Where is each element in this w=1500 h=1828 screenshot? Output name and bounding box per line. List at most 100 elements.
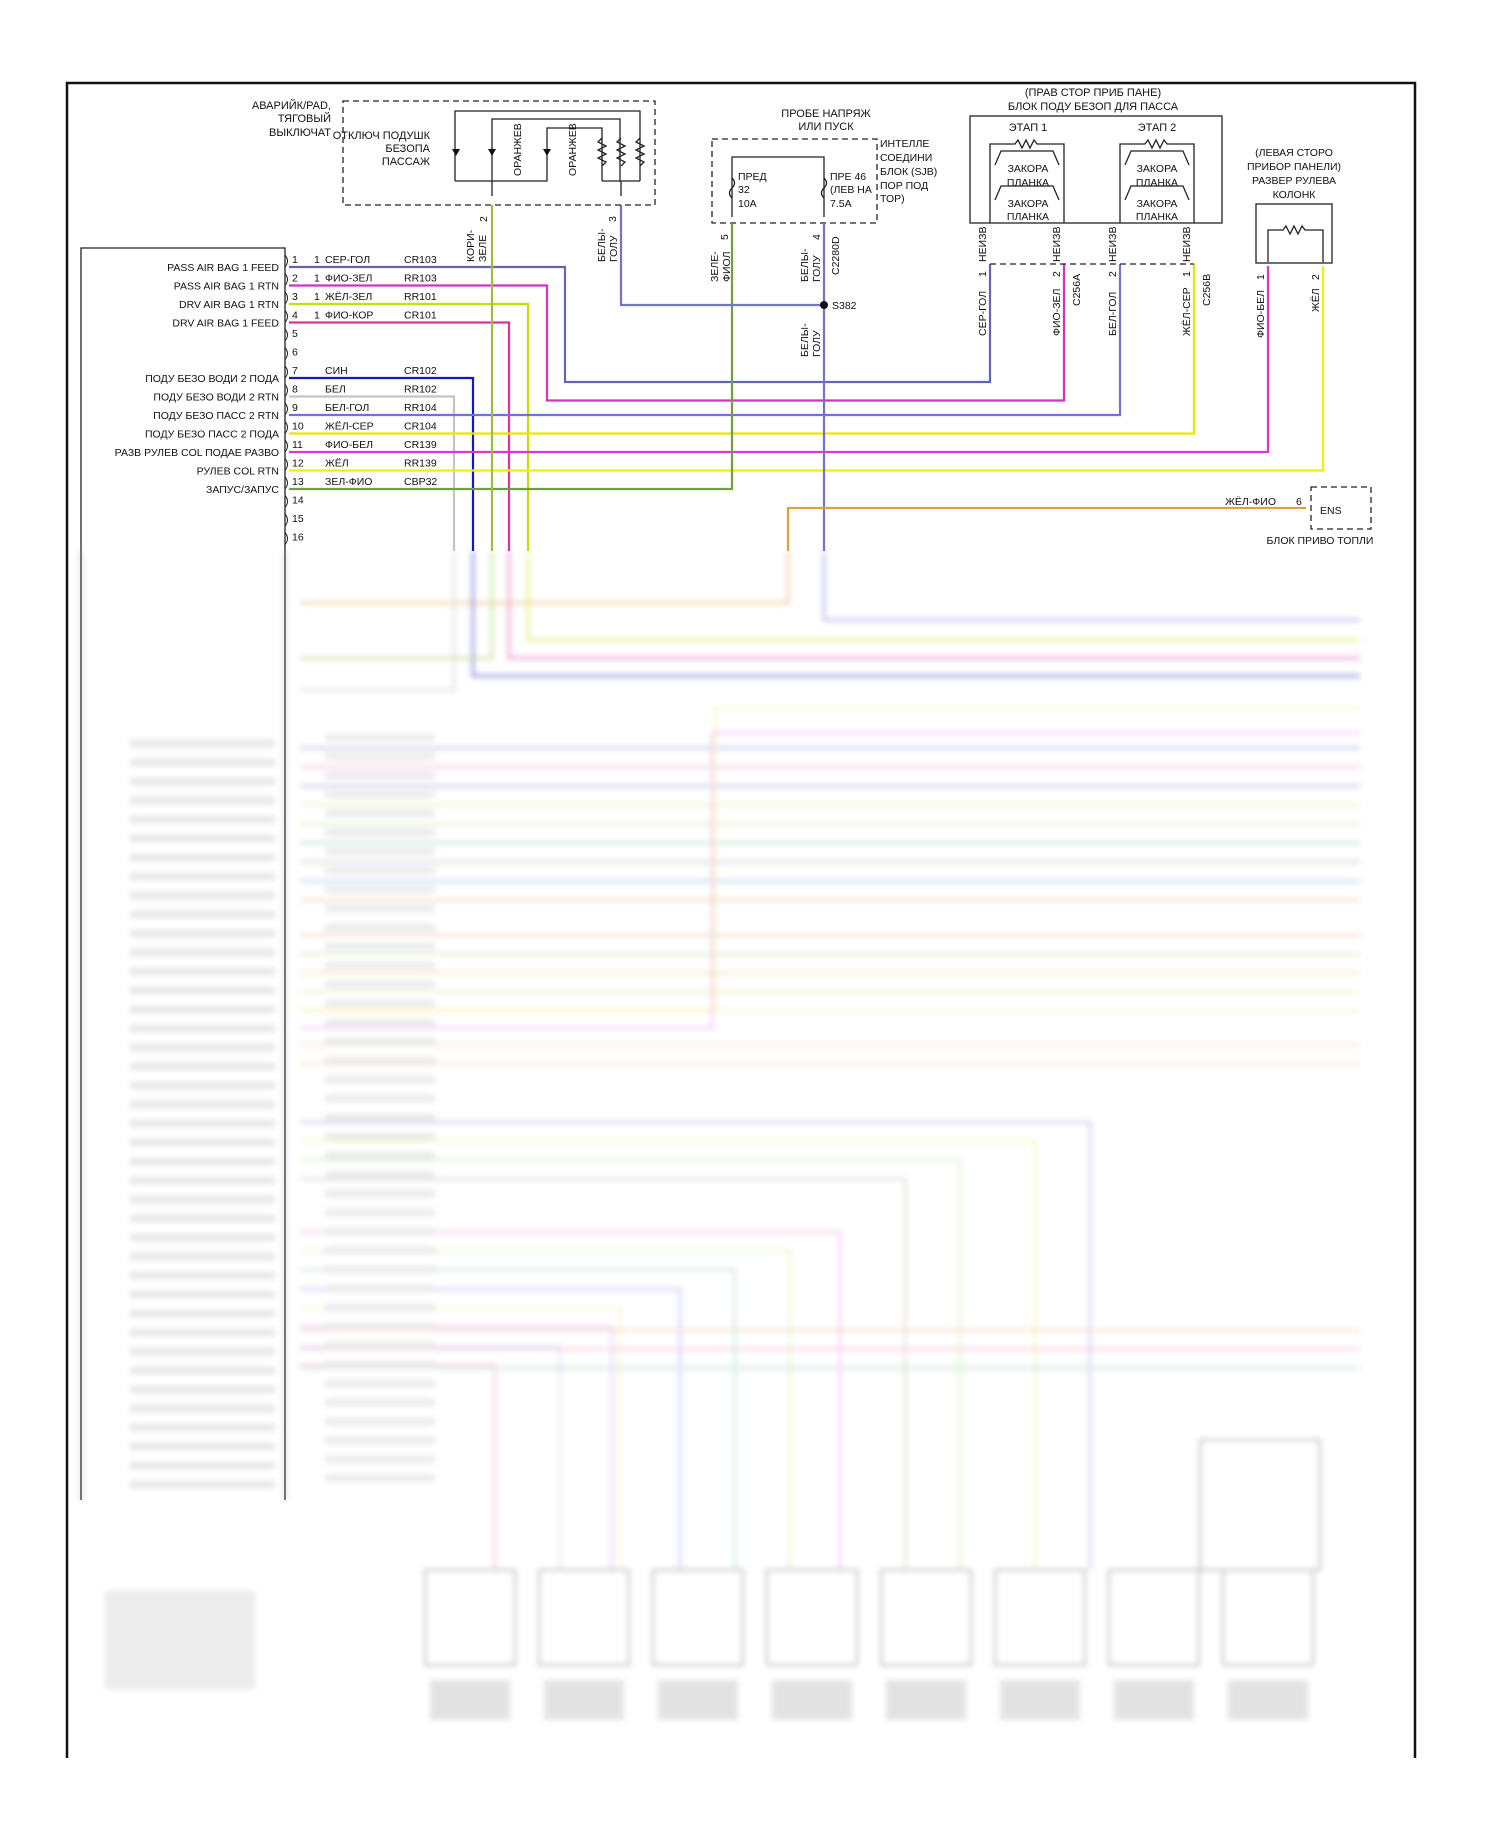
- pin-label: PASS AIR BAG 1 FEED: [167, 262, 279, 274]
- circuit-label-blur: [325, 1418, 435, 1425]
- pin-number: 5: [292, 328, 298, 340]
- switch-title: АВАРИЙК/PAD,: [252, 99, 331, 112]
- pin-label-blur: [130, 1310, 275, 1317]
- pin-number: 15: [292, 513, 304, 525]
- pin-label-blur: [130, 1025, 275, 1032]
- pin-terminal-icon: [284, 476, 288, 490]
- ens-housing: [1310, 486, 1372, 530]
- pin-label-blur: [130, 1481, 275, 1488]
- pin-terminal-icon: [284, 513, 288, 527]
- pin-label-blur: [130, 1462, 275, 1469]
- module-housing: [969, 115, 1223, 224]
- pin-label-blur: [130, 1082, 275, 1089]
- circuit-label-blur: [325, 1228, 435, 1235]
- wire: [300, 551, 456, 692]
- wire: [507, 551, 1360, 660]
- pin-label-blur: [130, 1234, 275, 1241]
- switch-housing: [342, 100, 656, 206]
- pin-number: 9: [292, 402, 298, 414]
- smart-junction-box: ПРОБЕ НАПРЯЖ ИЛИ ПУСК ПРЕД 32 10A ПРЕ 46…: [709, 108, 937, 357]
- pin-label-blur: [130, 1158, 275, 1165]
- component-label-blur: [1000, 1680, 1080, 1720]
- pin-label-blur: [130, 1120, 275, 1127]
- circuit-label-blur: [325, 734, 435, 741]
- circuit-label-blur: [325, 1437, 435, 1444]
- pin-number: 11: [292, 439, 303, 451]
- component-box: [994, 1569, 1086, 1666]
- wire-zel-fio: [289, 224, 734, 491]
- circuit-label: RR139: [404, 458, 437, 470]
- wire: [300, 1177, 907, 1570]
- circuit-label-blur: [325, 1019, 435, 1026]
- pin-label-blur: [130, 1177, 275, 1184]
- wire-color-label: ФИО-ЗЕЛ: [325, 273, 373, 285]
- pin-label-blur: [130, 740, 275, 747]
- pin-terminal-icon: [284, 273, 288, 286]
- switch-name: ПАССАЖ: [382, 156, 430, 168]
- clockspring-title: РАЗВЕР РУЛЕВА: [1252, 175, 1336, 187]
- pin-label-blur: [130, 759, 275, 766]
- pin-label-blur: [130, 1215, 275, 1222]
- wire-label: БЕЛЫ-: [596, 228, 608, 262]
- component-box: [424, 1569, 516, 1666]
- wire-label: КОРИ-: [465, 229, 477, 262]
- sjb-name: ПОР ПОД: [880, 180, 928, 192]
- pin-label-blur: [130, 873, 275, 880]
- pin-label-blur: [130, 1044, 275, 1051]
- wire: [300, 731, 1360, 1030]
- wire-color-label: ЖЁЛ-СЕР: [325, 421, 374, 433]
- sjb-circuit: [731, 156, 825, 217]
- circuit-label-blur: [325, 867, 435, 874]
- circuit-label-blur: [325, 1475, 435, 1482]
- wire-bel-golu: [619, 205, 824, 307]
- unknown-label: НЕИЗВ: [1107, 227, 1119, 262]
- wire-color-label: ЖЁЛ: [325, 458, 349, 470]
- circuit-label-blur: [325, 1038, 435, 1045]
- pin-label-blur: [130, 1063, 275, 1070]
- sjb-header: ИЛИ ПУСК: [798, 121, 854, 133]
- stage-label: ЭТАП 1: [1009, 122, 1048, 134]
- circuit-label-blur: [325, 1342, 435, 1349]
- fuse-label: 32: [738, 184, 750, 196]
- wire-bel: [289, 395, 456, 551]
- component-label-blur: [544, 1680, 624, 1720]
- wire-label: ЗЕЛЕ-: [709, 251, 721, 282]
- circuit-label-blur: [325, 1000, 435, 1007]
- pin-number: 4: [811, 234, 823, 240]
- wire-zhel: [289, 266, 1325, 472]
- fuse-label: 10A: [738, 198, 757, 210]
- circuit-label: CR101: [404, 310, 437, 322]
- switch-title: ТЯГОВЫЙ: [278, 112, 331, 125]
- circuit-label-blur: [325, 848, 435, 855]
- pin-label-blur: [130, 911, 275, 918]
- pin-number: 5: [719, 234, 731, 240]
- shorting-bar-label: ПЛАНКА: [1136, 177, 1178, 189]
- pin-label-blur: [130, 1405, 275, 1412]
- clockspring-title: (ЛЕВАЯ СТОРО: [1255, 147, 1333, 159]
- pin-label: ПОДУ БЕЗО ПАСС 2 ПОДА: [145, 429, 279, 441]
- circuit-label-blur: [325, 1399, 435, 1406]
- pin-label-blur: [130, 1386, 275, 1393]
- wire-ser-gol: [289, 264, 992, 384]
- component-box: [880, 1569, 972, 1666]
- circuit-label: CR139: [404, 439, 437, 451]
- passenger-airbag-module: (ПРАВ СТОР ПРИБ ПАНЕ) БЛОК ПОДУ БЕЗОП ДЛ…: [969, 87, 1223, 336]
- pin-label: PASS AIR BAG 1 RTN: [174, 281, 279, 293]
- pin-label-blur: [130, 1424, 275, 1431]
- shorting-bar-label: ЗАКОРА: [1008, 198, 1049, 210]
- splice-label: S382: [832, 300, 857, 312]
- wire-zhel-fio: [786, 506, 1306, 551]
- pin-number: 2: [292, 273, 298, 285]
- wire: [526, 551, 1360, 642]
- pin-label-blur: [130, 1367, 275, 1374]
- circuit-label-blur: [325, 886, 435, 893]
- wire: [300, 1158, 962, 1570]
- circuit-label: CR103: [404, 254, 437, 266]
- wire-color-label: СИН: [325, 365, 348, 377]
- led-label: ОРАНЖЕВ: [567, 123, 579, 176]
- pin-label-blur: [130, 816, 275, 823]
- pin-label-blur: [130, 1196, 275, 1203]
- wire-color-label: БЕЛ-ГОЛ: [325, 402, 369, 414]
- shorting-bar-label: ПЛАНКА: [1007, 177, 1049, 189]
- pin-number: 12: [292, 458, 304, 470]
